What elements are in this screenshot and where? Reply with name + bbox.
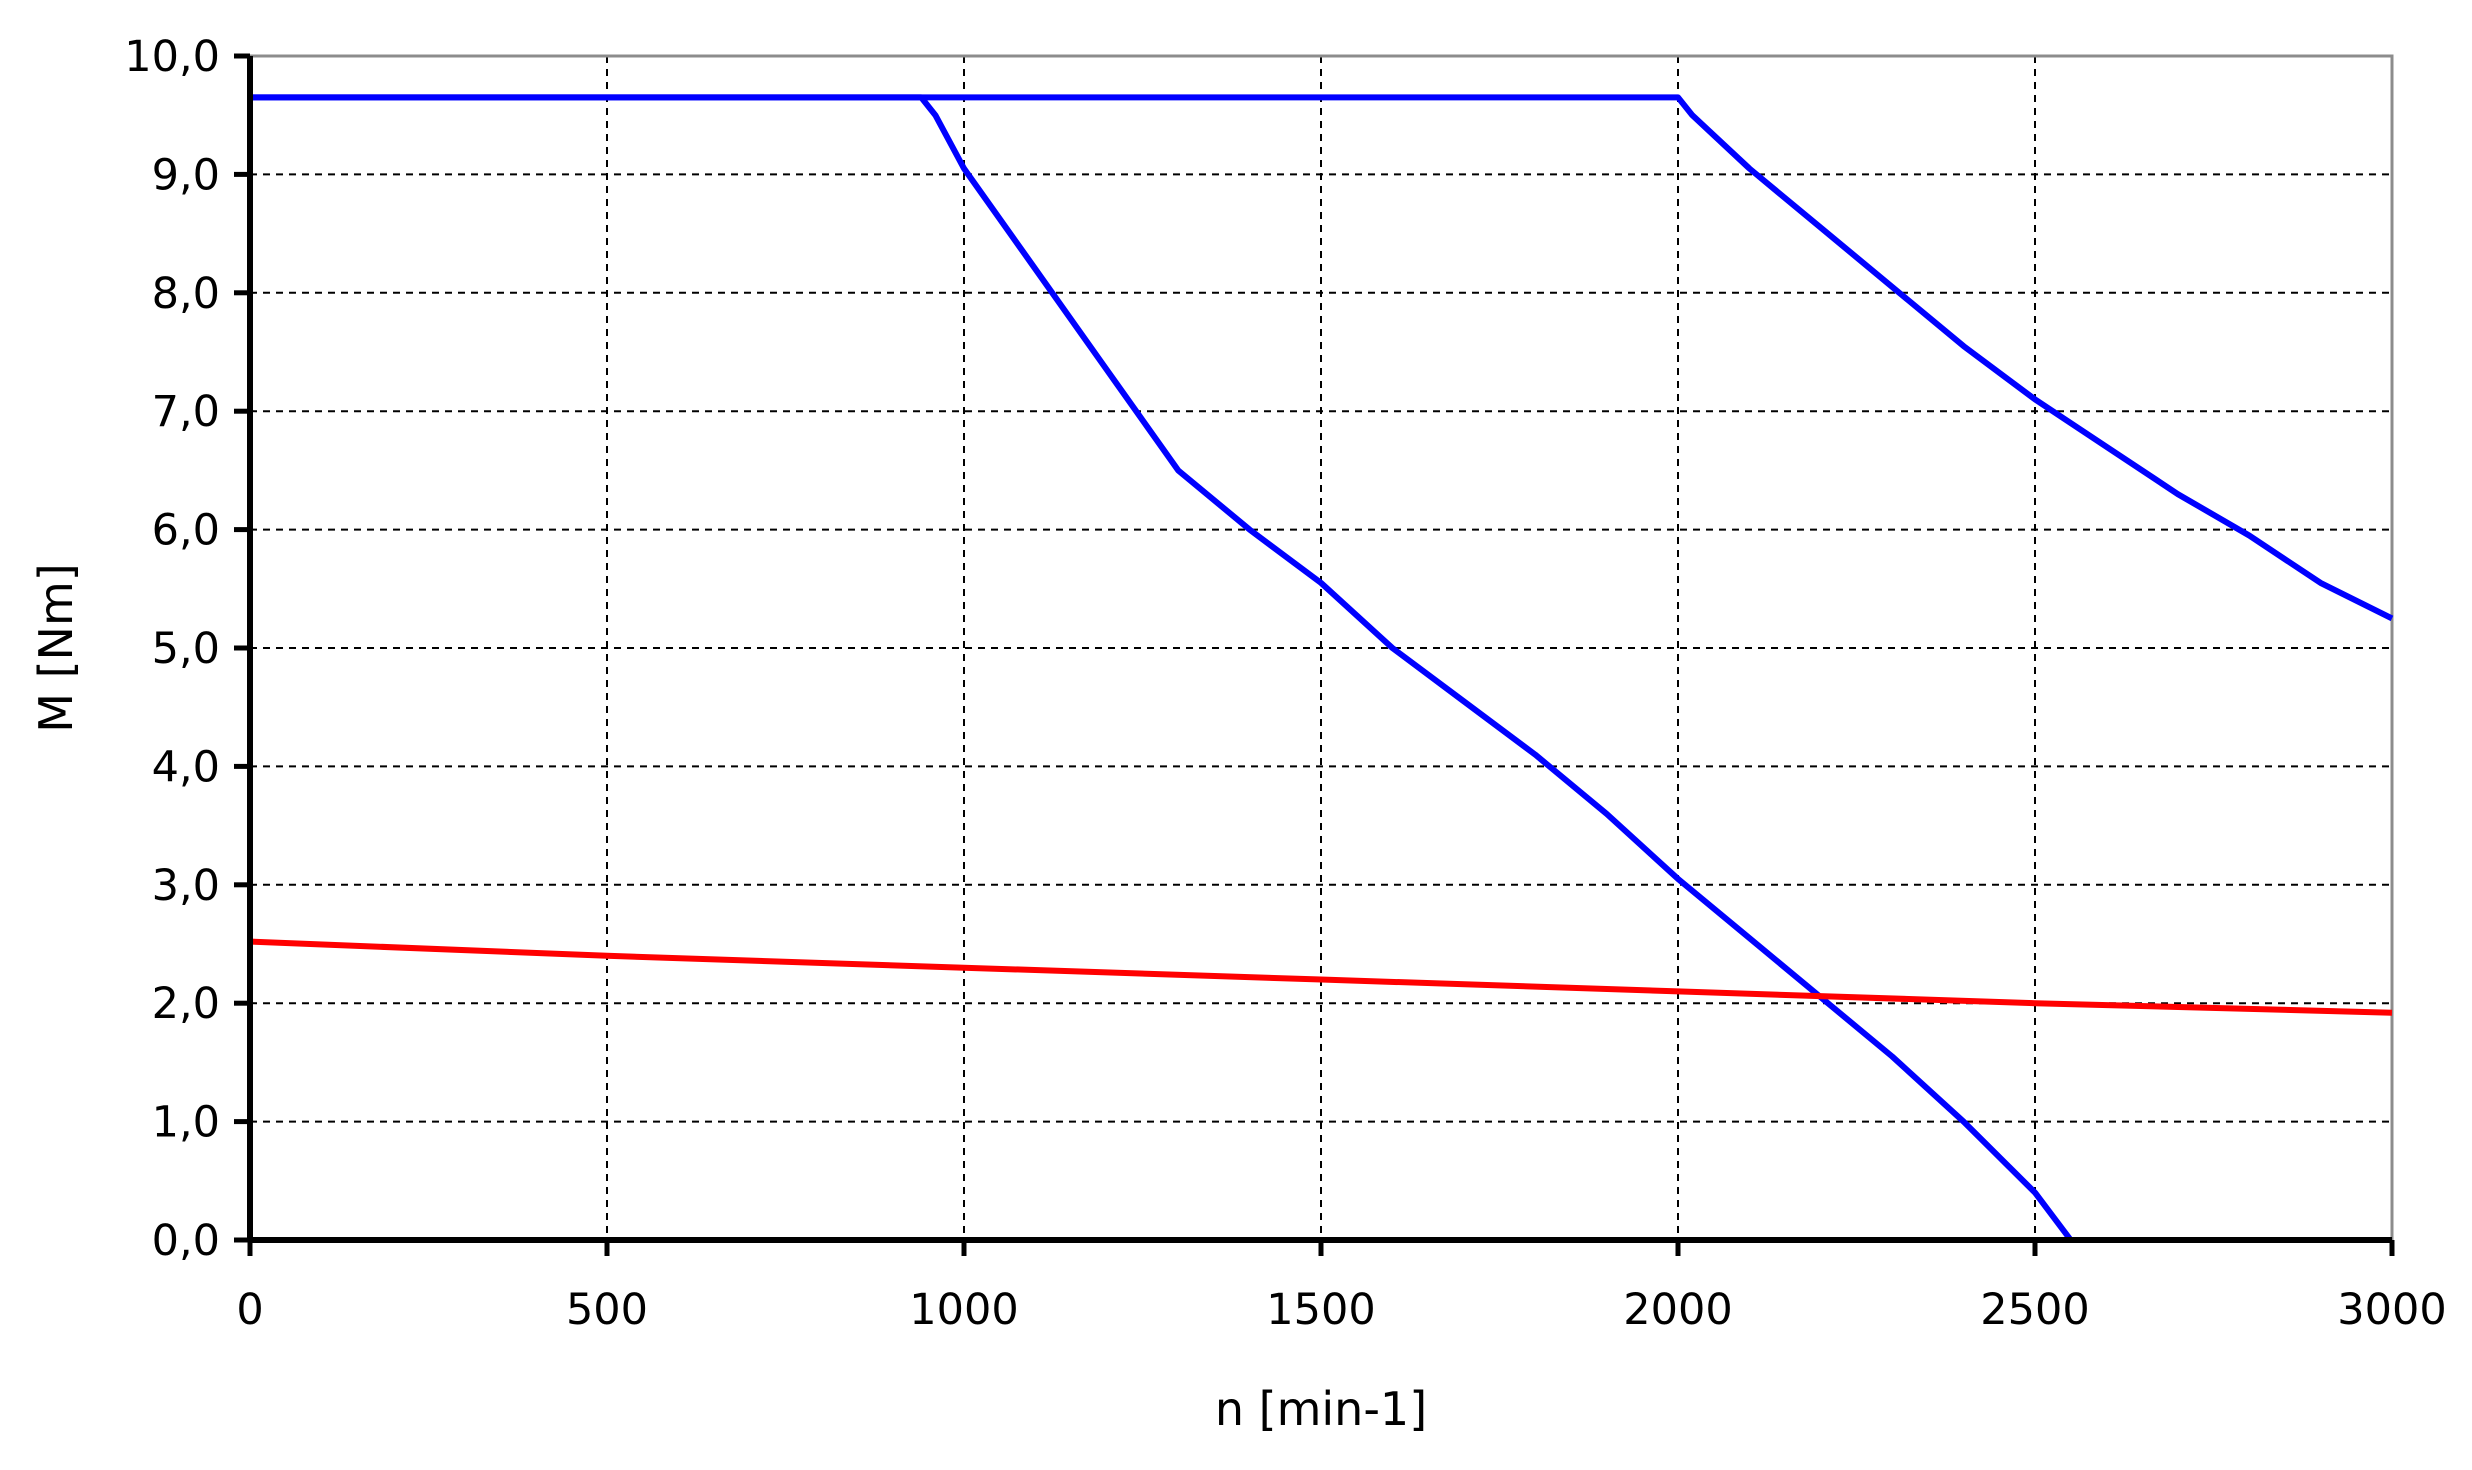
y-tick-label: 9,0 (152, 150, 220, 200)
y-axis-label: M [Nm] (29, 563, 83, 732)
series-3-line (249, 938, 2393, 1016)
y-tick-label: 0,0 (152, 1216, 220, 1266)
y-tick-label: 4,0 (152, 742, 220, 792)
x-tick-label: 0 (236, 1285, 263, 1335)
series-1-line (250, 94, 2074, 1242)
x-axis-label: n [min-1] (1215, 1382, 1427, 1436)
y-tick-label: 5,0 (152, 624, 220, 674)
y-tick-label: 8,0 (152, 269, 220, 319)
x-tick-label: 2500 (1980, 1285, 2089, 1335)
x-tick-label: 1000 (909, 1285, 1018, 1335)
y-tick-label: 1,0 (152, 1098, 220, 1148)
y-tick-label: 6,0 (152, 506, 220, 556)
x-tick-label: 2000 (1623, 1285, 1732, 1335)
series-layer (249, 94, 2394, 1242)
axes (234, 53, 2395, 1256)
y-tick-label: 3,0 (152, 861, 220, 911)
series-2-line (250, 94, 2394, 622)
x-tick-label: 500 (566, 1285, 648, 1335)
y-tick-label: 7,0 (152, 387, 220, 437)
x-tick-label: 3000 (2337, 1285, 2446, 1335)
y-tick-label: 2,0 (152, 979, 220, 1029)
x-tick-label: 1500 (1266, 1285, 1375, 1335)
tick-labels: 0 500 1000 1500 2000 2500 3000 0,0 1,0 2,0 3,0 4,0 5… (124, 32, 2446, 1335)
y-tick-label: 10,0 (124, 32, 220, 82)
